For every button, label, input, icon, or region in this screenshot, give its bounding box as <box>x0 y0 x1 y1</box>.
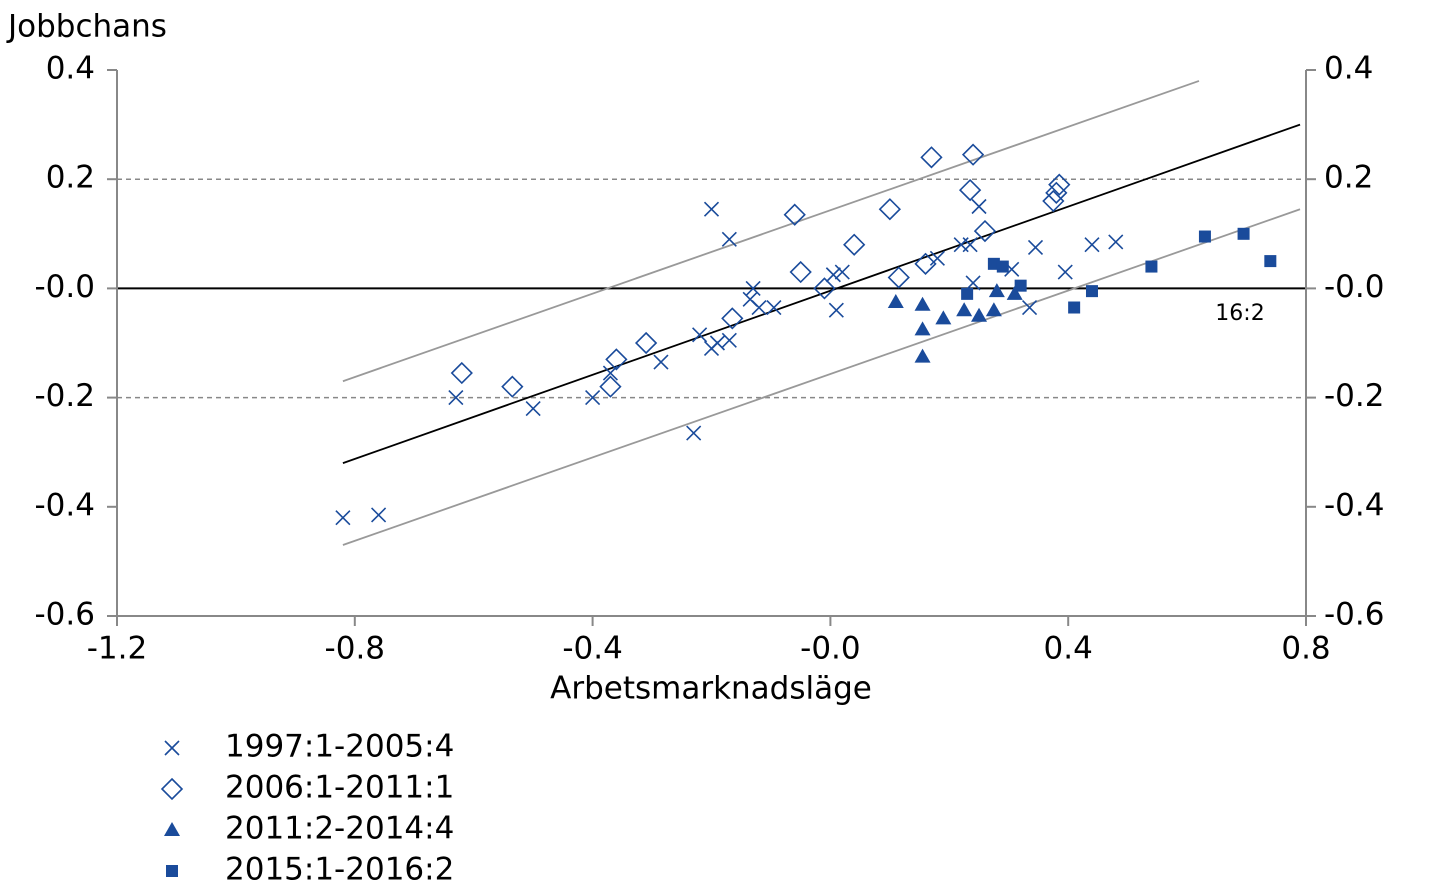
point <box>1068 301 1081 314</box>
y-tick-label: -0.0 <box>35 269 96 305</box>
point <box>929 250 945 266</box>
point <box>789 260 812 284</box>
point <box>1108 234 1124 250</box>
point <box>653 354 669 370</box>
annotation: 16:2 <box>1215 301 1264 326</box>
point <box>371 507 387 523</box>
point <box>1048 173 1071 196</box>
y-axis-title: Jobbchans <box>6 9 167 45</box>
y-tick-label: 0.2 <box>46 160 95 196</box>
point <box>878 198 901 221</box>
point <box>920 146 943 169</box>
point <box>914 348 931 363</box>
point <box>1145 260 1158 273</box>
y-tick-label: -0.2 <box>35 378 96 414</box>
point <box>1042 189 1065 213</box>
point <box>914 296 931 311</box>
point <box>1084 237 1100 253</box>
point <box>766 299 782 316</box>
point <box>721 332 737 348</box>
point <box>961 143 985 166</box>
point <box>813 277 836 300</box>
x-tick-label: -0.4 <box>562 631 623 667</box>
point <box>958 178 982 202</box>
point <box>721 307 744 330</box>
point <box>703 201 720 217</box>
point <box>585 390 601 406</box>
legend-marker <box>166 865 178 877</box>
point <box>825 267 841 283</box>
x-tick-label: -1.2 <box>87 631 148 667</box>
point <box>965 275 981 291</box>
point <box>692 327 708 343</box>
x-tick-label: -0.8 <box>325 631 386 667</box>
y2-tick-label: -0.4 <box>1324 487 1385 523</box>
x-tick-label: 0.8 <box>1281 631 1330 667</box>
point <box>935 310 952 325</box>
fit-line <box>342 80 1200 383</box>
legend-label: 1997:1-2005:4 <box>225 729 454 765</box>
point <box>709 335 726 351</box>
legend-label: 2015:1-2016:2 <box>225 852 454 888</box>
legend-label: 2006:1-2011:1 <box>225 770 454 806</box>
y2-tick-label: -0.0 <box>1324 269 1385 305</box>
point <box>1198 230 1211 243</box>
point <box>1045 181 1068 204</box>
x-axis-title: Arbetsmarknadsläge <box>550 671 872 707</box>
point <box>971 307 988 322</box>
point <box>887 294 904 309</box>
point <box>887 266 910 289</box>
point <box>1006 285 1023 300</box>
point <box>783 203 806 226</box>
point <box>1057 264 1073 280</box>
point <box>751 299 767 316</box>
point <box>962 237 978 253</box>
point <box>599 375 622 398</box>
point <box>448 390 464 406</box>
point <box>1237 227 1250 240</box>
y2-tick-label: 0.4 <box>1324 51 1373 87</box>
point <box>1264 255 1277 268</box>
point <box>1014 279 1027 292</box>
fit-line <box>342 208 1301 546</box>
point <box>961 287 974 300</box>
y-tick-label: -0.6 <box>35 597 96 633</box>
point <box>745 280 761 296</box>
point <box>605 348 628 371</box>
point <box>971 198 987 215</box>
point <box>828 302 844 318</box>
y2-tick-label: -0.6 <box>1324 597 1385 633</box>
point <box>721 231 737 247</box>
point <box>450 361 473 385</box>
legend-marker <box>164 822 180 836</box>
x-tick-label: -0.0 <box>800 631 861 667</box>
point <box>501 375 524 398</box>
point <box>988 283 1005 298</box>
legend-marker <box>160 777 184 801</box>
point <box>525 400 541 417</box>
point <box>686 425 702 441</box>
point <box>1021 299 1038 316</box>
point <box>1027 239 1044 256</box>
y-tick-label: 0.4 <box>46 51 95 87</box>
y2-tick-label: 0.2 <box>1324 160 1373 196</box>
legend-label: 2011:2-2014:4 <box>225 811 454 847</box>
point <box>834 264 850 280</box>
y2-tick-label: -0.2 <box>1324 378 1385 414</box>
point <box>843 233 866 256</box>
legend-marker <box>164 740 180 756</box>
point <box>956 302 973 317</box>
y-tick-label: -0.4 <box>35 487 96 523</box>
point <box>914 252 937 275</box>
point <box>1085 285 1098 298</box>
point <box>985 302 1002 317</box>
point <box>634 331 658 355</box>
point <box>973 219 997 243</box>
point <box>914 321 931 336</box>
point <box>996 260 1009 273</box>
x-tick-label: 0.4 <box>1044 631 1093 667</box>
point <box>335 510 351 526</box>
fit-line <box>342 123 1301 464</box>
